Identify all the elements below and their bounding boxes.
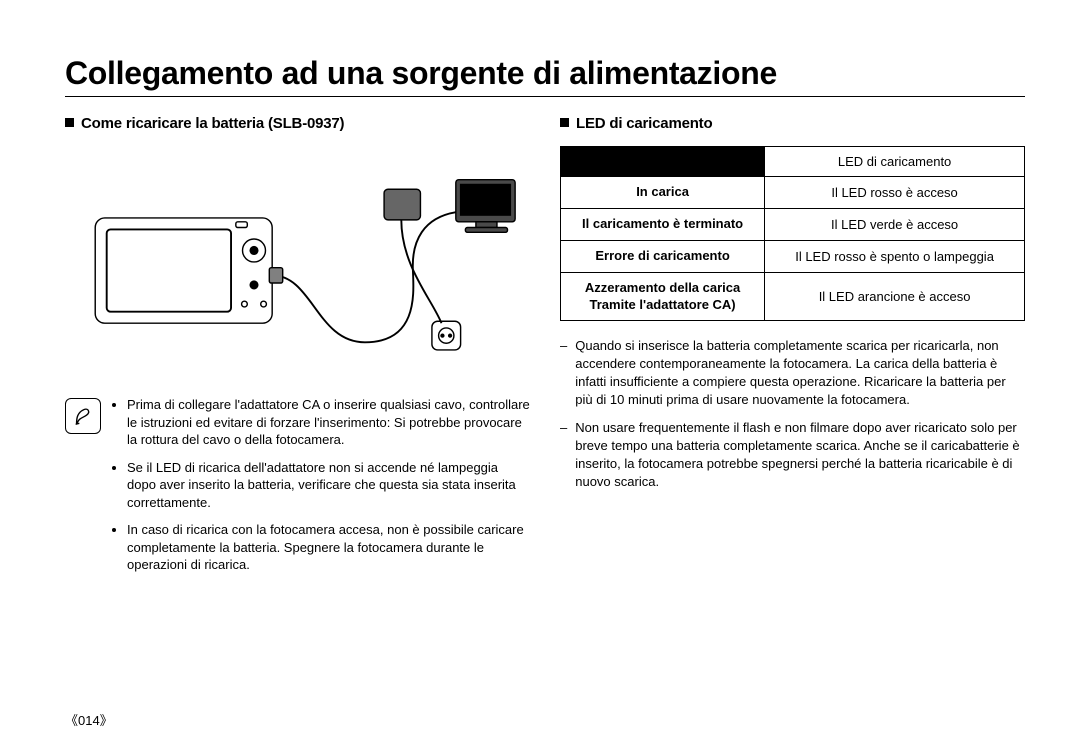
table-row-label: Azzeramento della carica Tramite l'adatt… [561, 272, 765, 321]
table-row-value: Il LED arancione è acceso [765, 272, 1025, 321]
table-row-label: Errore di caricamento [561, 240, 765, 272]
table-header-blank [561, 147, 765, 177]
table-row-label: Il caricamento è terminato [561, 208, 765, 240]
table-row-label: In carica [561, 177, 765, 209]
table-row: Errore di caricamento Il LED rosso è spe… [561, 240, 1025, 272]
square-bullet-icon [560, 118, 569, 127]
led-table: LED di caricamento In carica Il LED ross… [560, 146, 1025, 321]
table-row: In carica Il LED rosso è acceso [561, 177, 1025, 209]
note-item: Prima di collegare l'adattatore CA o ins… [127, 396, 530, 449]
right-subhead-label: LED di caricamento [576, 115, 712, 132]
right-column: LED di caricamento LED di caricamento In… [560, 111, 1025, 584]
page-number: 《014》 [65, 710, 113, 729]
table-row-value: Il LED verde è acceso [765, 208, 1025, 240]
note-icon [65, 398, 101, 434]
table-row: Il caricamento è terminato Il LED verde … [561, 208, 1025, 240]
table-row-value: Il LED rosso è spento o lampeggia [765, 240, 1025, 272]
note-item: In caso di ricarica con la fotocamera ac… [127, 521, 530, 574]
dash-icon: – [560, 419, 567, 491]
page-number-value: 014 [78, 713, 100, 728]
note-item: Se il LED di ricarica dell'adattatore no… [127, 459, 530, 512]
note-list: Prima di collegare l'adattatore CA o ins… [113, 396, 530, 584]
left-column: Come ricaricare la batteria (SLB-0937) [65, 111, 530, 584]
right-subhead: LED di caricamento [560, 115, 1025, 132]
diagram-svg [78, 151, 518, 371]
minus-text: Non usare frequentemente il flash e non … [575, 419, 1025, 491]
table-header-led: LED di caricamento [765, 147, 1025, 177]
page-title: Collegamento ad una sorgente di alimenta… [65, 55, 1025, 92]
table-row: Azzeramento della carica Tramite l'adatt… [561, 272, 1025, 321]
minus-list: – Quando si inserisce la batteria comple… [560, 337, 1025, 491]
left-subhead: Come ricaricare la batteria (SLB-0937) [65, 115, 530, 132]
title-rule [65, 96, 1025, 97]
charging-diagram [65, 146, 530, 376]
square-bullet-icon [65, 118, 74, 127]
minus-item: – Non usare frequentemente il flash e no… [560, 419, 1025, 491]
left-subhead-label: Come ricaricare la batteria (SLB-0937) [81, 115, 344, 132]
dash-icon: – [560, 337, 567, 409]
note-block: Prima di collegare l'adattatore CA o ins… [65, 396, 530, 584]
table-row-value: Il LED rosso è acceso [765, 177, 1025, 209]
minus-item: – Quando si inserisce la batteria comple… [560, 337, 1025, 409]
minus-text: Quando si inserisce la batteria completa… [575, 337, 1025, 409]
